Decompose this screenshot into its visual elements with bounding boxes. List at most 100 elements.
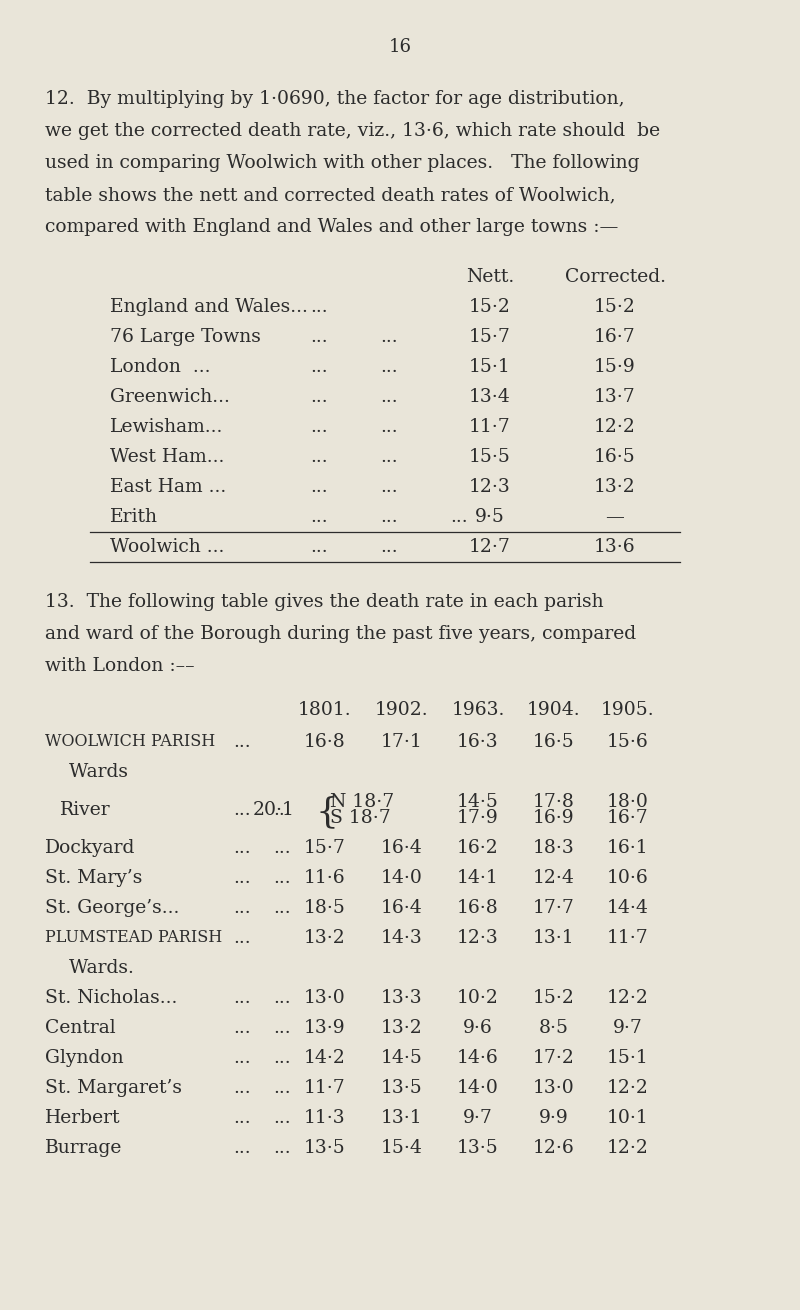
Text: ...: ... — [273, 1079, 290, 1096]
Text: ...: ... — [233, 899, 250, 917]
Text: ...: ... — [273, 1049, 290, 1068]
Text: ...: ... — [273, 989, 290, 1007]
Text: 12·3: 12·3 — [457, 929, 499, 947]
Text: 13·5: 13·5 — [304, 1138, 346, 1157]
Text: we get the corrected death rate, viz., 13·6, which rate should  be: we get the corrected death rate, viz., 1… — [45, 122, 660, 140]
Text: —: — — [606, 508, 625, 527]
Text: 10·1: 10·1 — [607, 1110, 649, 1127]
Text: Nett.: Nett. — [466, 269, 514, 286]
Text: 13.  The following table gives the death rate in each parish: 13. The following table gives the death … — [45, 593, 604, 610]
Text: ...: ... — [233, 1019, 250, 1038]
Text: 1902.: 1902. — [375, 701, 429, 719]
Text: 16·9: 16·9 — [533, 810, 575, 827]
Text: 17·9: 17·9 — [457, 810, 499, 827]
Text: 16: 16 — [389, 38, 411, 56]
Text: England and Wales...: England and Wales... — [110, 297, 308, 316]
Text: 13·2: 13·2 — [594, 478, 636, 496]
Text: ...: ... — [310, 388, 328, 406]
Text: 14·5: 14·5 — [457, 793, 499, 811]
Text: ...: ... — [380, 418, 398, 436]
Text: 9·9: 9·9 — [539, 1110, 569, 1127]
Text: 9·7: 9·7 — [613, 1019, 643, 1038]
Text: 15·4: 15·4 — [381, 1138, 423, 1157]
Text: 13·2: 13·2 — [381, 1019, 423, 1038]
Text: 13·1: 13·1 — [381, 1110, 423, 1127]
Text: 10·6: 10·6 — [607, 869, 649, 887]
Text: Burrage: Burrage — [45, 1138, 122, 1157]
Text: 17·7: 17·7 — [533, 899, 575, 917]
Text: Corrected.: Corrected. — [565, 269, 666, 286]
Text: 16·4: 16·4 — [381, 838, 423, 857]
Text: 16·7: 16·7 — [607, 810, 649, 827]
Text: 12·3: 12·3 — [469, 478, 511, 496]
Text: Greenwich...: Greenwich... — [110, 388, 230, 406]
Text: 15·2: 15·2 — [533, 989, 575, 1007]
Text: ...: ... — [380, 478, 398, 496]
Text: St. Mary’s: St. Mary’s — [45, 869, 142, 887]
Text: 15·5: 15·5 — [469, 448, 511, 466]
Text: Glyndon: Glyndon — [45, 1049, 124, 1068]
Text: ...: ... — [310, 358, 328, 376]
Text: 16·3: 16·3 — [457, 734, 499, 751]
Text: Lewisham...: Lewisham... — [110, 418, 223, 436]
Text: 14·6: 14·6 — [457, 1049, 499, 1068]
Text: Wards: Wards — [45, 762, 128, 781]
Text: ...: ... — [233, 989, 250, 1007]
Text: 11·6: 11·6 — [304, 869, 346, 887]
Text: ...: ... — [233, 838, 250, 857]
Text: 9·7: 9·7 — [463, 1110, 493, 1127]
Text: 15·2: 15·2 — [594, 297, 636, 316]
Text: ...: ... — [310, 448, 328, 466]
Text: 1963.: 1963. — [451, 701, 505, 719]
Text: ...: ... — [380, 388, 398, 406]
Text: 12·7: 12·7 — [469, 538, 511, 555]
Text: 15·7: 15·7 — [469, 328, 511, 346]
Text: ...: ... — [310, 297, 328, 316]
Text: 15·7: 15·7 — [304, 838, 346, 857]
Text: London  ...: London ... — [110, 358, 210, 376]
Text: 11·3: 11·3 — [304, 1110, 346, 1127]
Text: West Ham...: West Ham... — [110, 448, 224, 466]
Text: 16·5: 16·5 — [533, 734, 575, 751]
Text: ...: ... — [310, 328, 328, 346]
Text: 13·0: 13·0 — [533, 1079, 575, 1096]
Text: 11·7: 11·7 — [469, 418, 511, 436]
Text: WOOLWICH PARISH: WOOLWICH PARISH — [45, 734, 215, 751]
Text: 16·7: 16·7 — [594, 328, 636, 346]
Text: ...: ... — [233, 734, 250, 751]
Text: ...: ... — [233, 1138, 250, 1157]
Text: 17·2: 17·2 — [533, 1049, 575, 1068]
Text: 14·2: 14·2 — [304, 1049, 346, 1068]
Text: 18·0: 18·0 — [607, 793, 649, 811]
Text: ...: ... — [273, 1110, 290, 1127]
Text: ...: ... — [273, 800, 290, 819]
Text: 16·8: 16·8 — [457, 899, 499, 917]
Text: ...: ... — [310, 538, 328, 555]
Text: ...: ... — [233, 869, 250, 887]
Text: 9·5: 9·5 — [475, 508, 505, 527]
Text: 14·1: 14·1 — [457, 869, 499, 887]
Text: ...: ... — [310, 478, 328, 496]
Text: ...: ... — [310, 418, 328, 436]
Text: 18·3: 18·3 — [533, 838, 575, 857]
Text: ...: ... — [380, 538, 398, 555]
Text: 13·6: 13·6 — [594, 538, 636, 555]
Text: 14·4: 14·4 — [607, 899, 649, 917]
Text: St. Margaret’s: St. Margaret’s — [45, 1079, 182, 1096]
Text: 15·6: 15·6 — [607, 734, 649, 751]
Text: ...: ... — [273, 869, 290, 887]
Text: ...: ... — [450, 508, 468, 527]
Text: 1904.: 1904. — [527, 701, 581, 719]
Text: PLUMSTEAD PARISH: PLUMSTEAD PARISH — [45, 929, 222, 946]
Text: 14·0: 14·0 — [457, 1079, 499, 1096]
Text: ...: ... — [233, 929, 250, 947]
Text: 13·5: 13·5 — [457, 1138, 499, 1157]
Text: ...: ... — [380, 328, 398, 346]
Text: 16·8: 16·8 — [304, 734, 346, 751]
Text: 15·1: 15·1 — [469, 358, 511, 376]
Text: 17·1: 17·1 — [381, 734, 423, 751]
Text: 11·7: 11·7 — [304, 1079, 346, 1096]
Text: ...: ... — [273, 1138, 290, 1157]
Text: 9·6: 9·6 — [463, 1019, 493, 1038]
Text: ...: ... — [380, 448, 398, 466]
